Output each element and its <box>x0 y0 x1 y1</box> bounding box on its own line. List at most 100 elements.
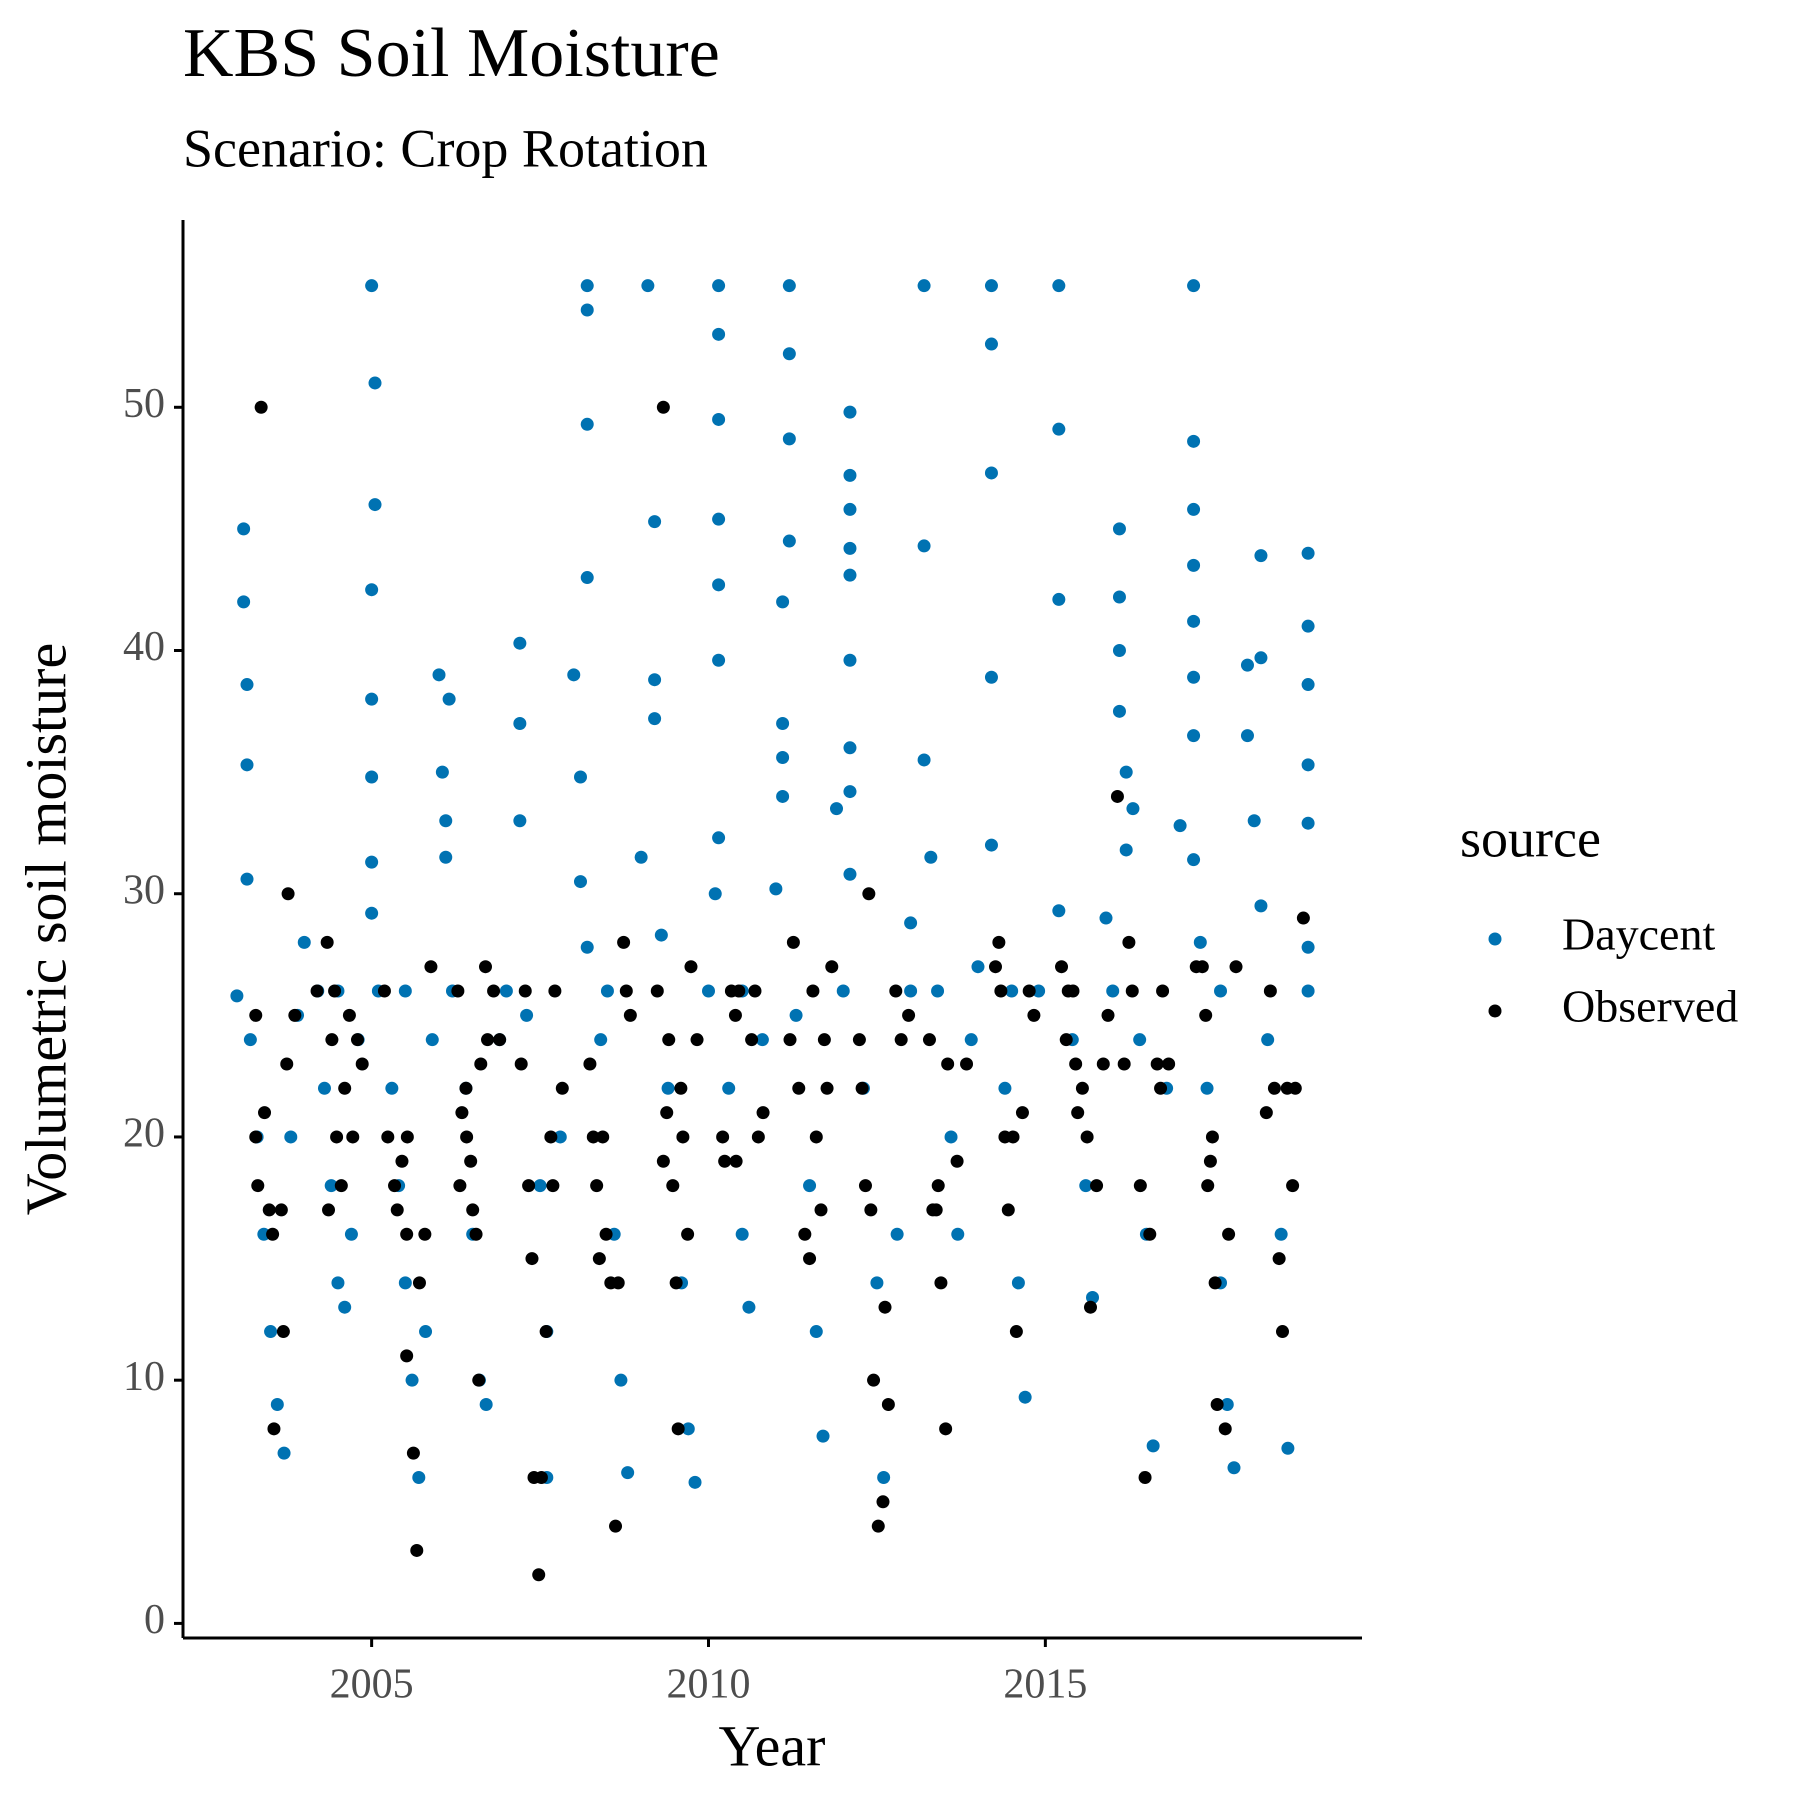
data-point <box>254 400 268 414</box>
data-point <box>466 1203 480 1217</box>
data-point <box>641 279 655 293</box>
data-point <box>917 539 931 553</box>
data-point <box>1214 984 1228 998</box>
data-point <box>580 571 594 585</box>
data-point <box>1301 678 1315 692</box>
data-point <box>555 1081 569 1095</box>
data-point <box>1187 502 1201 516</box>
data-point <box>365 583 379 597</box>
data-point <box>240 872 254 886</box>
data-point <box>611 1276 625 1290</box>
data-point <box>532 1568 546 1582</box>
data-point <box>931 1179 945 1193</box>
data-point <box>751 1130 765 1144</box>
data-point <box>328 984 342 998</box>
y-tick-label: 30 <box>123 867 165 913</box>
data-point <box>654 928 668 942</box>
data-point <box>1240 658 1254 672</box>
data-point <box>439 814 453 828</box>
data-point <box>274 1203 288 1217</box>
data-point <box>586 1130 600 1144</box>
data-point <box>513 814 527 828</box>
data-point <box>573 770 587 784</box>
data-point <box>1112 704 1126 718</box>
data-point <box>469 1227 483 1241</box>
data-point <box>330 1130 344 1144</box>
data-point <box>1032 984 1046 998</box>
data-point <box>1018 1390 1032 1404</box>
data-point <box>249 1130 263 1144</box>
data-point <box>544 1130 558 1144</box>
data-point <box>776 751 790 765</box>
data-point <box>950 1154 964 1168</box>
data-point <box>1138 1470 1152 1484</box>
data-point <box>1247 814 1261 828</box>
data-point <box>755 1033 769 1047</box>
data-point <box>681 1227 695 1241</box>
data-point <box>964 1033 978 1047</box>
data-point <box>984 670 998 684</box>
data-point <box>1150 1057 1164 1071</box>
data-point <box>478 960 492 974</box>
data-point <box>852 1033 866 1047</box>
data-point <box>843 653 857 667</box>
data-point <box>385 1081 399 1095</box>
data-point <box>331 1276 345 1290</box>
data-point <box>1187 614 1201 628</box>
data-point <box>718 1154 732 1168</box>
data-point <box>1059 1033 1073 1047</box>
data-point <box>518 984 532 998</box>
data-point <box>1052 279 1066 293</box>
data-point <box>858 1179 872 1193</box>
data-point <box>251 1179 265 1193</box>
data-point <box>1261 1033 1275 1047</box>
data-point <box>988 960 1002 974</box>
data-point <box>594 1033 608 1047</box>
data-point <box>817 1033 831 1047</box>
data-point <box>1069 1057 1083 1071</box>
data-point <box>1015 1106 1029 1120</box>
data-point <box>264 1325 278 1339</box>
data-point <box>1199 1008 1213 1022</box>
data-point <box>712 578 726 592</box>
data-point <box>712 653 726 667</box>
data-point <box>1203 1154 1217 1168</box>
data-point <box>455 1106 469 1120</box>
data-point <box>1301 816 1315 830</box>
y-tick-label: 50 <box>123 381 165 427</box>
data-point <box>1009 1325 1023 1339</box>
x-axis-title: Year <box>719 1713 826 1778</box>
data-point <box>464 1154 478 1168</box>
data-point <box>621 1466 635 1480</box>
data-point <box>650 984 664 998</box>
data-point <box>459 1081 473 1095</box>
data-point <box>297 935 311 949</box>
data-point <box>1195 960 1209 974</box>
data-point <box>346 1130 360 1144</box>
data-point <box>939 1422 953 1436</box>
data-point <box>365 279 379 293</box>
data-point <box>442 692 456 706</box>
data-point <box>424 960 438 974</box>
data-point <box>716 1130 730 1144</box>
data-point <box>1187 434 1201 448</box>
data-point <box>350 1033 364 1047</box>
data-point <box>648 712 662 726</box>
data-point <box>843 541 857 555</box>
data-point <box>395 1154 409 1168</box>
data-point <box>1055 960 1069 974</box>
data-point <box>1066 984 1080 998</box>
data-point <box>1001 1203 1015 1217</box>
data-point <box>1146 1439 1160 1453</box>
data-point <box>809 1325 823 1339</box>
data-point <box>712 412 726 426</box>
data-point <box>843 502 857 516</box>
legend-title: source <box>1460 808 1601 868</box>
data-point <box>671 1422 685 1436</box>
data-point <box>240 678 254 692</box>
data-point <box>782 347 796 361</box>
data-point <box>266 1227 280 1241</box>
data-point <box>553 1130 567 1144</box>
data-point <box>1080 1130 1094 1144</box>
